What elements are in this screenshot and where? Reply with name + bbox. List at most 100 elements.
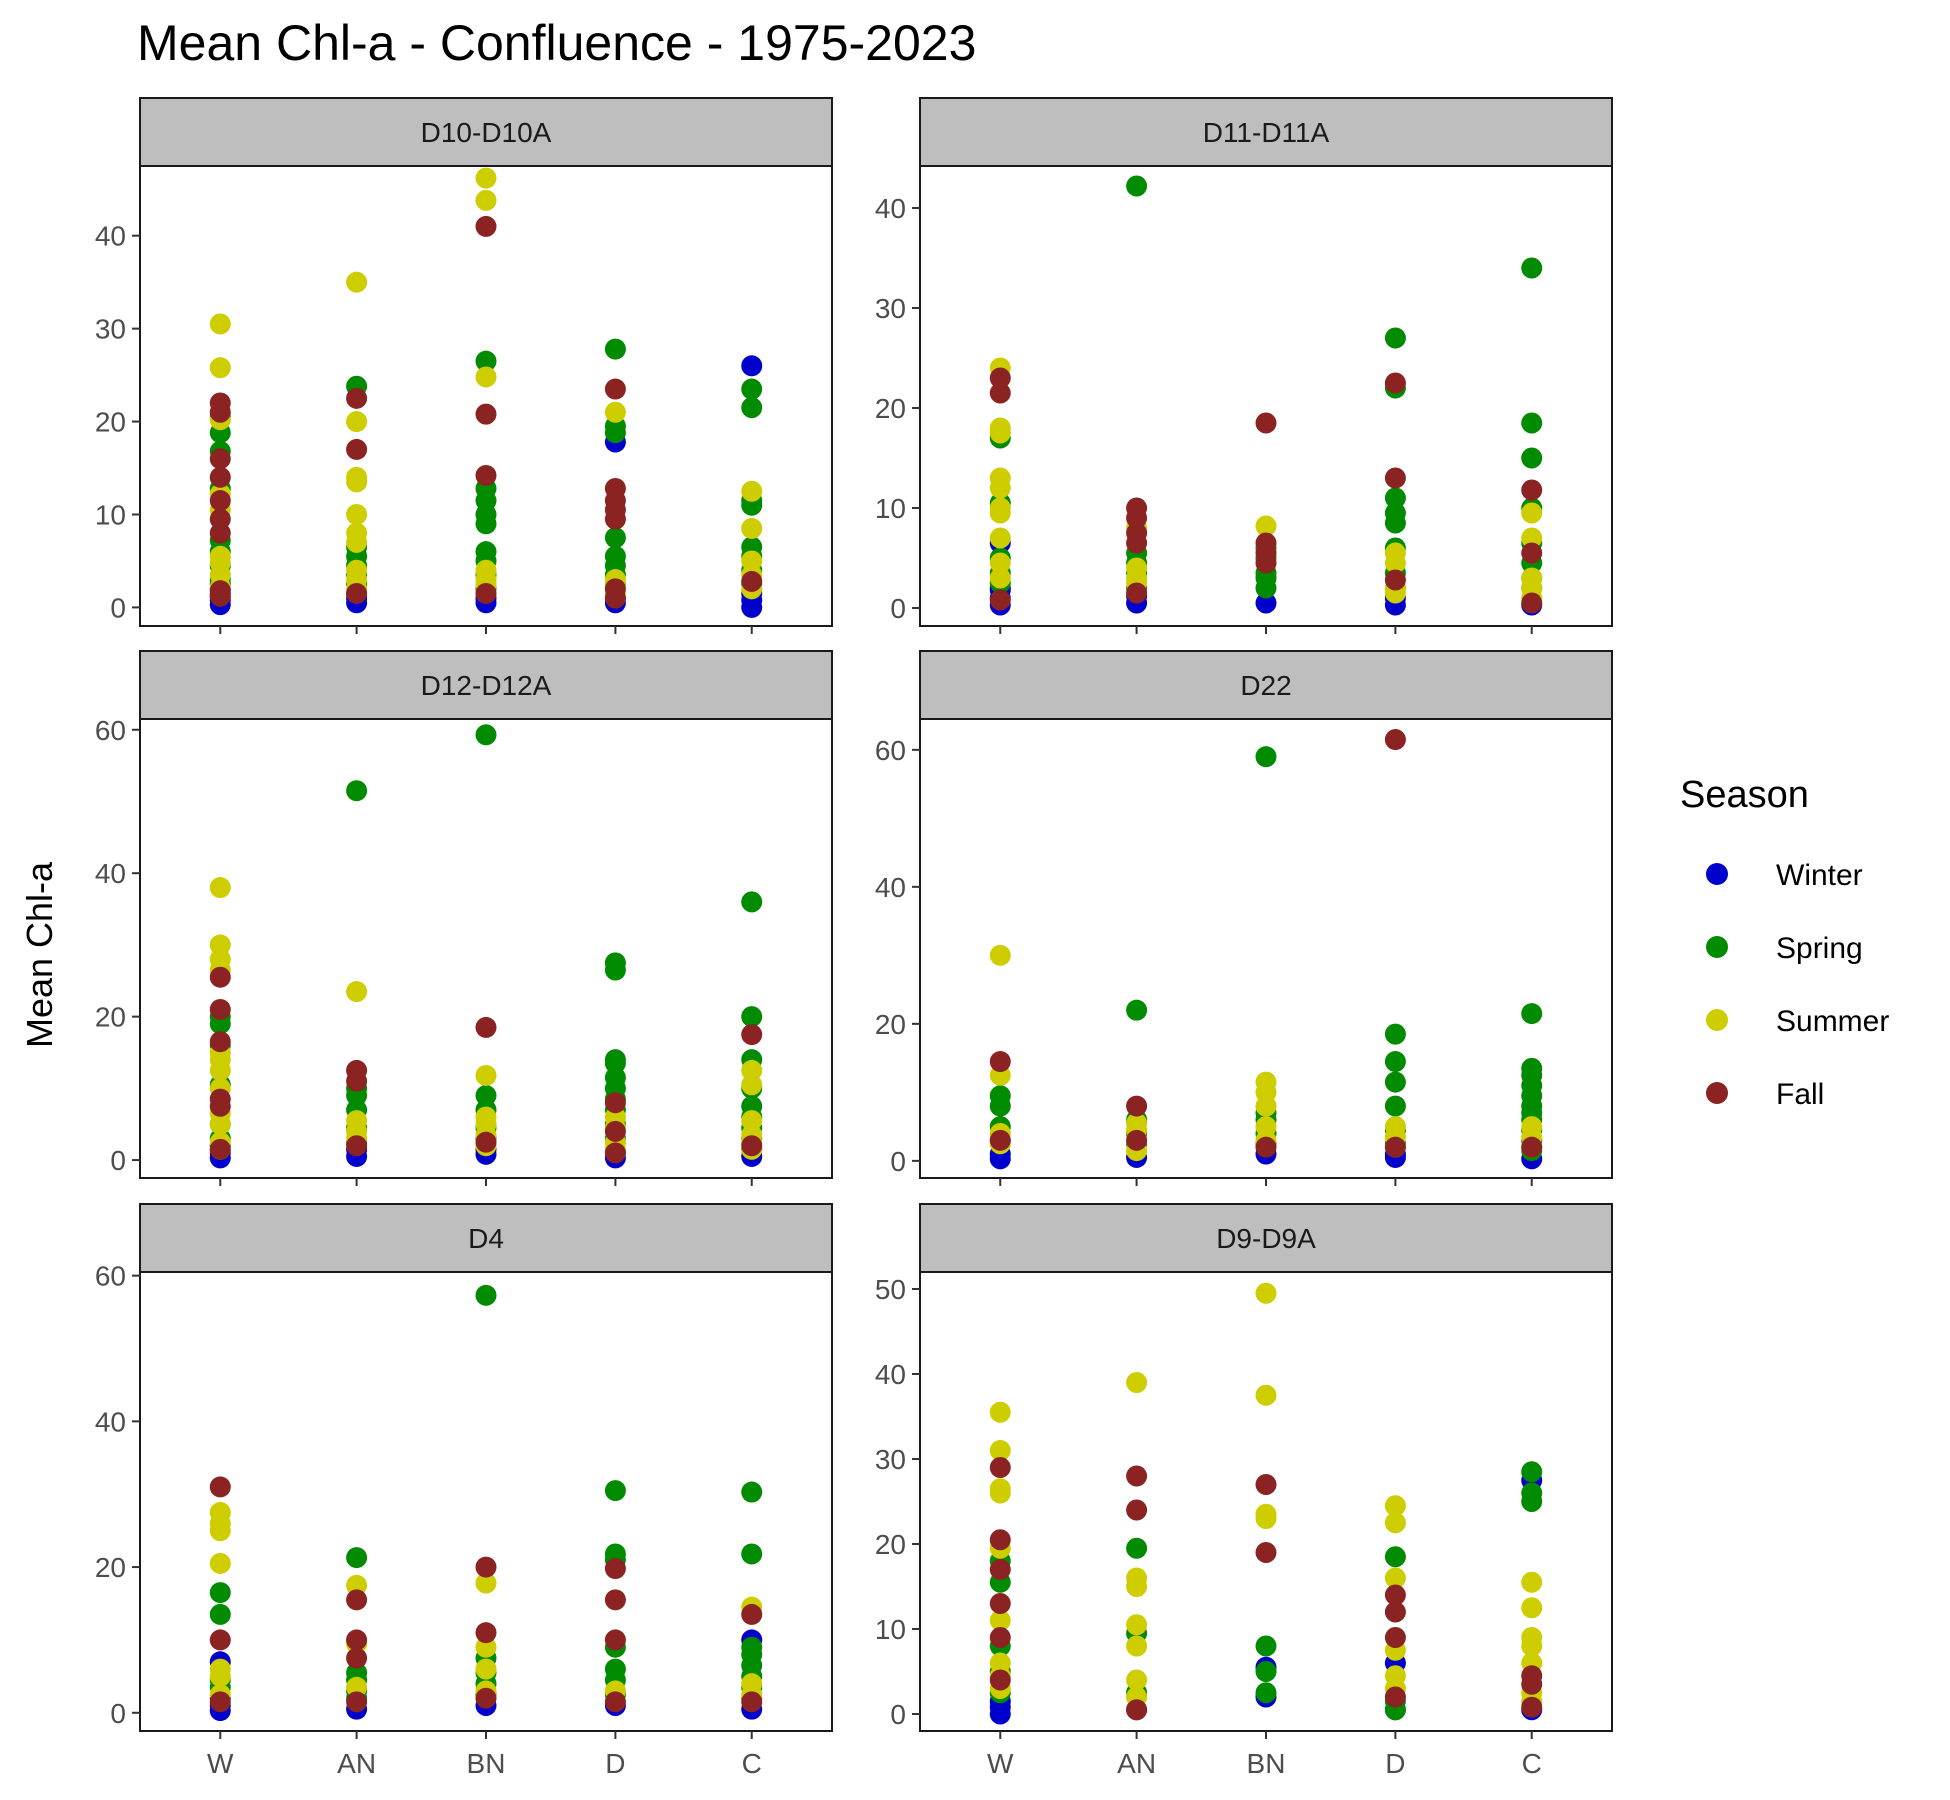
- panel-d10-d10a: D10-D10A 0 10 20 30 40: [95, 97, 833, 634]
- data-point-fall: [741, 1135, 763, 1157]
- data-point-summer: [1384, 1665, 1406, 1687]
- data-point-fall: [989, 589, 1011, 611]
- data-point-spring: [741, 378, 763, 400]
- y-tick-label: 40: [875, 1359, 906, 1390]
- data-point-fall: [209, 490, 231, 512]
- chart-title: Mean Chl-a - Confluence - 1975-2023: [137, 15, 976, 71]
- data-point-summer: [209, 948, 231, 970]
- data-point-fall: [1126, 497, 1148, 519]
- data-point-summer: [989, 567, 1011, 589]
- x-tick-label: W: [987, 1748, 1014, 1779]
- data-point-summer: [209, 1658, 231, 1680]
- data-point-summer: [1521, 1627, 1543, 1648]
- data-point-winter: [741, 355, 763, 377]
- data-point-fall: [1384, 1627, 1406, 1648]
- panel-d11-d11a: D11-D11A 0 10 20 30 40: [875, 97, 1613, 634]
- data-point-fall: [209, 1476, 231, 1498]
- data-point-spring: [741, 1095, 763, 1117]
- data-point-summer: [989, 552, 1011, 574]
- legend-label: Spring: [1776, 932, 1863, 965]
- data-point-fall: [1126, 1699, 1148, 1721]
- data-point-spring: [1126, 1537, 1148, 1559]
- data-point-summer: [346, 411, 368, 433]
- panel-d9-d9a: D9-D9A 0 10 20 30 40 50 W AN BN D C: [875, 1203, 1613, 1779]
- data-point-spring: [1255, 1635, 1277, 1657]
- data-point-summer: [1384, 1495, 1406, 1517]
- data-point-summer: [346, 1574, 368, 1596]
- legend-items: Winter Spring Summer Fall: [1706, 859, 1889, 1111]
- legend-item-winter: Winter: [1706, 859, 1863, 892]
- data-point-summer: [989, 1610, 1011, 1631]
- data-point-fall: [346, 1135, 368, 1157]
- data-point-summer: [741, 1110, 763, 1132]
- data-point-fall: [1255, 532, 1277, 554]
- data-point-fall: [1384, 1584, 1406, 1606]
- data-point-spring: [1384, 502, 1406, 524]
- data-point-fall: [475, 464, 497, 486]
- data-point-fall: [346, 1059, 368, 1081]
- data-point-fall: [475, 1687, 497, 1709]
- data-point-summer: [1521, 1597, 1543, 1619]
- y-tick-label: 10: [875, 493, 906, 524]
- legend-item-fall: Fall: [1706, 1078, 1824, 1111]
- data-point-summer: [346, 981, 368, 1003]
- data-point-spring: [604, 1658, 626, 1680]
- data-point-summer: [989, 467, 1011, 489]
- legend-label: Winter: [1776, 859, 1863, 892]
- data-point-summer: [989, 944, 1011, 966]
- data-point-spring: [1521, 1003, 1543, 1025]
- data-point-spring: [209, 1603, 231, 1625]
- data-point-summer: [475, 366, 497, 388]
- legend-swatch: [1706, 863, 1728, 885]
- data-point-fall: [604, 578, 626, 600]
- data-point-fall: [209, 1031, 231, 1053]
- data-point-fall: [741, 1024, 763, 1046]
- legend-item-summer: Summer: [1706, 1005, 1889, 1038]
- facet-strip-label: D9-D9A: [1216, 1223, 1316, 1254]
- data-point-summer: [1521, 527, 1543, 549]
- data-point-spring: [475, 350, 497, 372]
- data-point-fall: [346, 582, 368, 604]
- data-point-spring: [1384, 1023, 1406, 1045]
- data-point-fall: [741, 1603, 763, 1625]
- data-point-summer: [1255, 1116, 1277, 1138]
- data-point-summer: [1255, 1384, 1277, 1406]
- data-point-spring: [1521, 257, 1543, 279]
- facet-strip: [139, 650, 833, 720]
- data-point-fall: [475, 403, 497, 425]
- data-point-summer: [741, 517, 763, 539]
- data-point-spring: [1521, 412, 1543, 434]
- data-point-spring: [1384, 1546, 1406, 1568]
- data-point-summer: [1126, 1669, 1148, 1691]
- x-tick-label: C: [742, 1748, 762, 1779]
- data-point-summer: [989, 1478, 1011, 1500]
- data-point-fall: [604, 378, 626, 400]
- data-point-fall: [1126, 1499, 1148, 1521]
- data-point-spring: [604, 1480, 626, 1502]
- data-point-summer: [1255, 1282, 1277, 1304]
- y-tick-label: 0: [890, 1146, 906, 1177]
- data-point-fall: [1384, 1136, 1406, 1158]
- data-point-summer: [989, 497, 1011, 519]
- data-point-fall: [989, 1529, 1011, 1551]
- data-point-summer: [475, 1572, 497, 1594]
- data-point-fall: [209, 1138, 231, 1160]
- data-point-spring: [604, 545, 626, 567]
- x-tick-label: D: [605, 1748, 625, 1779]
- data-point-summer: [1255, 515, 1277, 537]
- data-point-spring: [1255, 746, 1277, 768]
- data-point-fall: [1384, 1601, 1406, 1623]
- data-point-fall: [475, 215, 497, 237]
- data-point-summer: [346, 466, 368, 488]
- y-tick-label: 0: [890, 1699, 906, 1730]
- facet-strip-label: D4: [468, 1223, 504, 1254]
- legend: Season Winter Spring Summer Fall: [1680, 774, 1889, 1111]
- data-point-fall: [475, 1016, 497, 1038]
- data-point-fall: [741, 570, 763, 592]
- data-point-summer: [604, 1106, 626, 1128]
- data-point-summer: [475, 167, 497, 189]
- data-point-summer: [475, 559, 497, 581]
- data-point-summer: [989, 1652, 1011, 1674]
- data-point-fall: [209, 1629, 231, 1651]
